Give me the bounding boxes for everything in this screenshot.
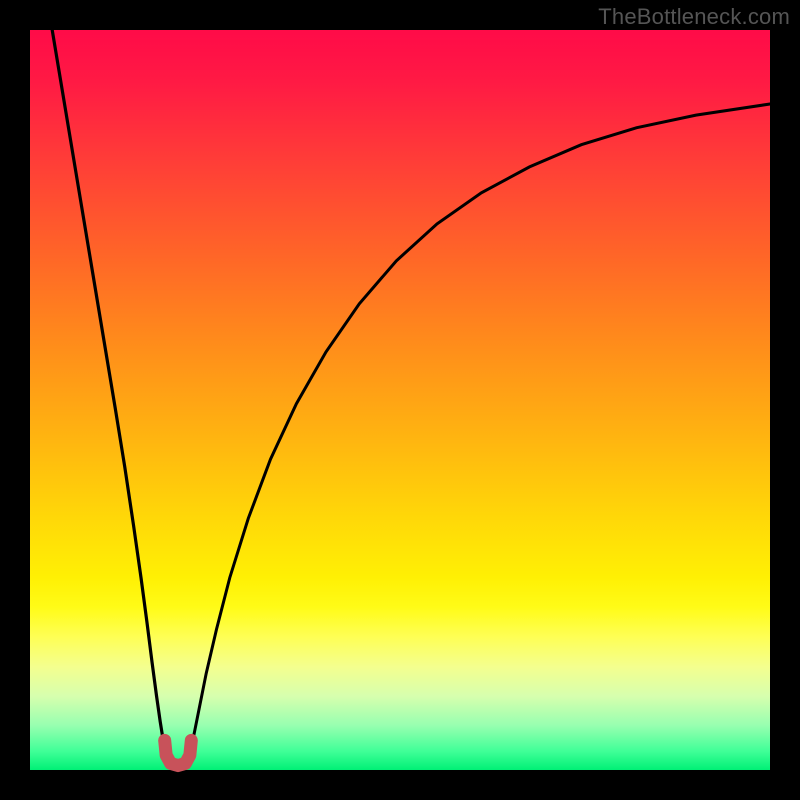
valley-marker [165, 740, 192, 765]
plot-area [30, 30, 770, 770]
watermark-text: TheBottleneck.com [598, 4, 790, 30]
curve-right-branch [190, 104, 770, 754]
curve-left-branch [52, 30, 166, 754]
chart-canvas: TheBottleneck.com [0, 0, 800, 800]
curve-layer [30, 30, 770, 770]
